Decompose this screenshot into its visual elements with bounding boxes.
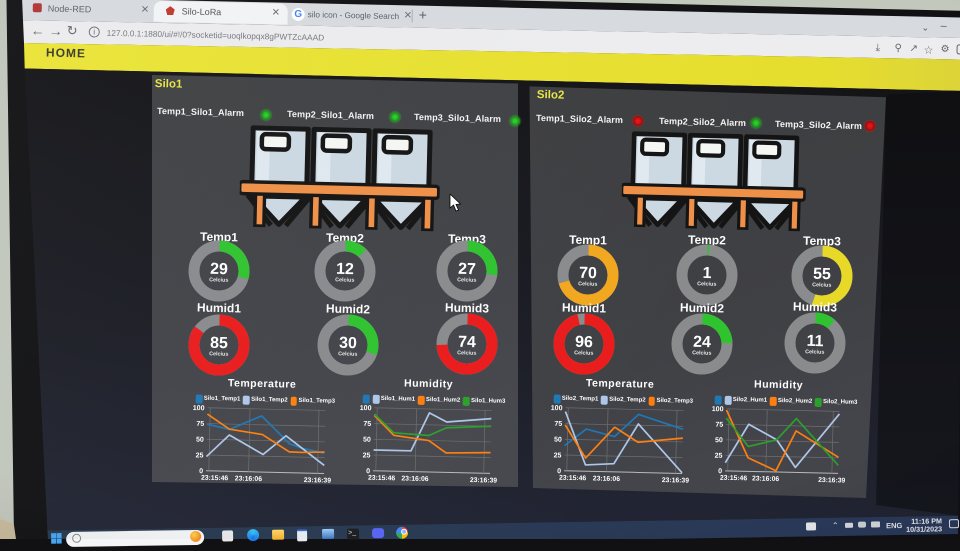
svg-text:23:16:06: 23:16:06	[235, 475, 263, 483]
svg-text:0: 0	[366, 468, 370, 475]
svg-text:0: 0	[718, 468, 722, 475]
svg-text:23:16:06: 23:16:06	[593, 475, 621, 483]
svg-text:50: 50	[196, 437, 204, 444]
svg-text:11: 11	[806, 333, 823, 350]
svg-text:25: 25	[554, 452, 562, 459]
svg-text:23:16:06: 23:16:06	[401, 475, 429, 483]
svg-text:1: 1	[702, 265, 711, 282]
svg-text:Celcius: Celcius	[457, 277, 476, 283]
svg-text:100: 100	[551, 404, 563, 411]
svg-text:23:16:39: 23:16:39	[662, 476, 690, 484]
svg-text:Celcius: Celcius	[209, 351, 228, 357]
svg-text:23:16:39: 23:16:39	[470, 476, 498, 484]
svg-text:23:16:06: 23:16:06	[752, 475, 780, 483]
svg-text:0: 0	[557, 468, 561, 475]
svg-text:75: 75	[715, 421, 723, 428]
svg-text:Celcius: Celcius	[697, 282, 716, 288]
svg-text:85: 85	[210, 335, 228, 352]
svg-text:Celcius: Celcius	[209, 277, 228, 283]
svg-text:24: 24	[693, 334, 711, 351]
svg-text:25: 25	[715, 452, 723, 459]
svg-text:12: 12	[336, 260, 354, 277]
svg-text:Celcius: Celcius	[578, 281, 597, 287]
svg-text:Celcius: Celcius	[457, 350, 476, 356]
svg-text:50: 50	[554, 436, 562, 443]
svg-text:100: 100	[193, 405, 205, 412]
svg-text:Celcius: Celcius	[338, 351, 357, 357]
svg-text:Celcius: Celcius	[805, 349, 824, 355]
svg-text:96: 96	[574, 334, 592, 351]
svg-text:74: 74	[458, 334, 476, 351]
svg-text:30: 30	[339, 335, 357, 352]
svg-text:25: 25	[363, 452, 371, 459]
svg-text:75: 75	[363, 420, 371, 427]
svg-text:75: 75	[196, 421, 204, 428]
svg-text:Celcius: Celcius	[335, 277, 354, 283]
svg-text:Celcius: Celcius	[692, 350, 711, 356]
svg-text:27: 27	[458, 261, 476, 278]
svg-text:100: 100	[712, 406, 724, 413]
svg-text:50: 50	[363, 436, 371, 443]
svg-text:75: 75	[554, 420, 562, 427]
svg-text:23:15:46: 23:15:46	[201, 475, 229, 483]
svg-text:23:15:46: 23:15:46	[559, 474, 587, 482]
svg-text:23:16:39: 23:16:39	[304, 477, 332, 485]
svg-text:70: 70	[579, 265, 597, 282]
svg-text:Celcius: Celcius	[812, 282, 831, 288]
svg-text:100: 100	[360, 404, 372, 411]
svg-text:0: 0	[199, 468, 203, 475]
svg-text:Celcius: Celcius	[574, 350, 593, 356]
svg-text:55: 55	[813, 266, 831, 283]
svg-text:50: 50	[715, 437, 723, 444]
svg-text:25: 25	[196, 452, 204, 459]
svg-text:23:15:46: 23:15:46	[368, 474, 396, 482]
svg-text:23:15:46: 23:15:46	[720, 474, 748, 482]
svg-text:29: 29	[210, 260, 228, 277]
svg-text:23:16:39: 23:16:39	[818, 476, 846, 484]
